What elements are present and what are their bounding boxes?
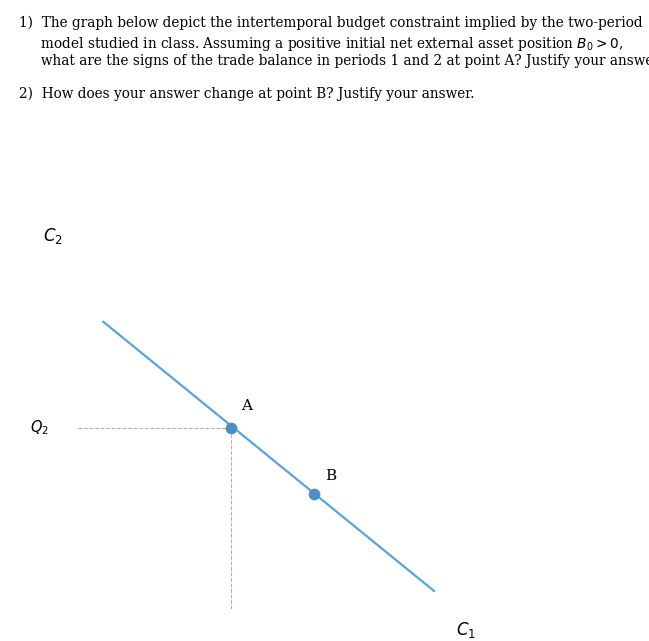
Text: $C_2$: $C_2$ xyxy=(43,226,62,246)
Point xyxy=(309,489,319,499)
Text: what are the signs of the trade balance in periods 1 and 2 at point A? Justify y: what are the signs of the trade balance … xyxy=(19,54,649,69)
Text: A: A xyxy=(241,399,252,413)
Text: $C_1$: $C_1$ xyxy=(456,620,476,640)
Point xyxy=(225,422,236,433)
Text: 1)  The graph below depict the intertemporal budget constraint implied by the tw: 1) The graph below depict the intertempo… xyxy=(19,16,643,30)
Text: 2)  How does your answer change at point B? Justify your answer.: 2) How does your answer change at point … xyxy=(19,87,475,101)
Text: $Q_2$: $Q_2$ xyxy=(30,419,49,437)
Text: B: B xyxy=(325,469,336,483)
Text: model studied in class. Assuming a positive initial net external asset position : model studied in class. Assuming a posit… xyxy=(19,35,624,53)
